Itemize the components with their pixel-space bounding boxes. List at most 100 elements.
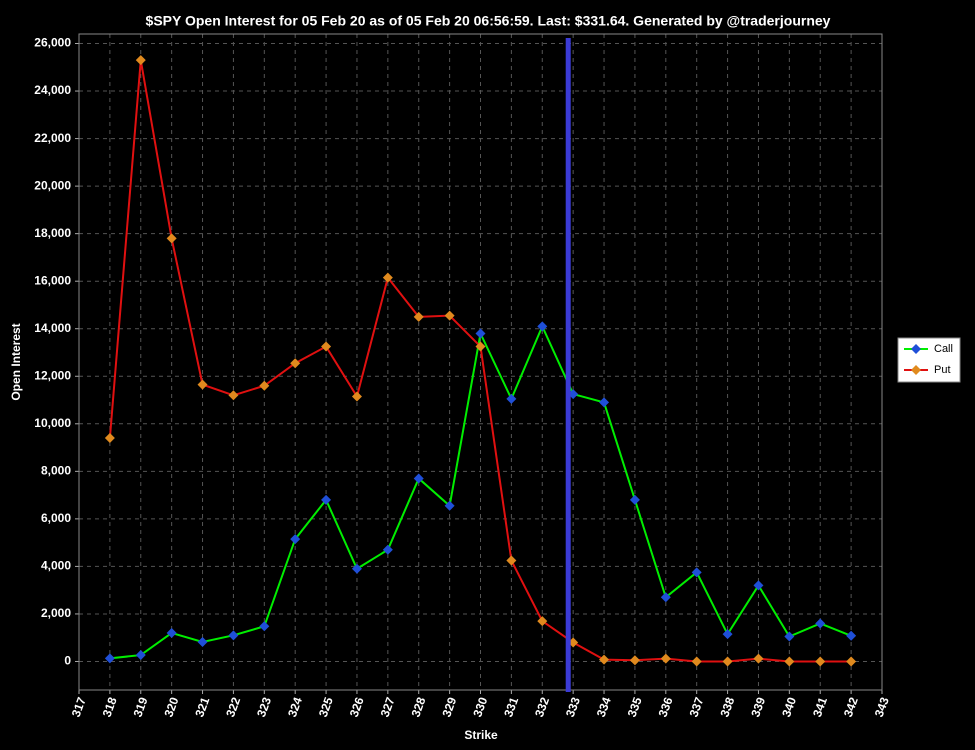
- data-point: [629, 494, 640, 505]
- data-point: [475, 328, 486, 339]
- y-tick-label: 12,000: [34, 368, 71, 382]
- data-point: [197, 636, 208, 647]
- data-point: [166, 627, 177, 638]
- x-tick-label: 343: [872, 695, 892, 719]
- plot-border: [78, 33, 883, 691]
- data-point: [290, 358, 301, 369]
- x-tick-label: 327: [378, 695, 398, 719]
- y-tick-label: 20,000: [34, 178, 71, 192]
- x-tick-label: 336: [656, 695, 676, 719]
- y-axis-label: Open Interest: [9, 323, 23, 400]
- y-tick-label: 24,000: [34, 83, 71, 97]
- data-point: [753, 580, 764, 591]
- data-point: [259, 380, 270, 391]
- data-point: [815, 618, 826, 629]
- x-tick-label: 338: [717, 695, 737, 719]
- x-tick-label: 325: [316, 695, 336, 719]
- x-tick-label: 334: [594, 695, 614, 719]
- x-tick-label: 321: [192, 695, 212, 719]
- data-point: [321, 341, 332, 352]
- x-tick-label: 326: [347, 695, 367, 719]
- data-point: [846, 656, 857, 667]
- data-point: [228, 390, 239, 401]
- data-point: [784, 631, 795, 642]
- x-tick-label: 337: [686, 695, 706, 719]
- data-point: [135, 650, 146, 661]
- x-tick-label: 335: [625, 695, 645, 719]
- x-tick-label: 318: [100, 695, 120, 719]
- data-point: [691, 656, 702, 667]
- data-point: [537, 321, 548, 332]
- x-tick-label: 322: [223, 695, 243, 719]
- x-tick-label: 340: [779, 695, 799, 719]
- y-tick-label: 16,000: [34, 273, 71, 287]
- data-point: [166, 233, 177, 244]
- legend-label: Put: [934, 364, 951, 376]
- data-point: [599, 397, 610, 408]
- data-point: [660, 592, 671, 603]
- x-tick-label: 342: [841, 695, 861, 719]
- x-tick-label: 328: [409, 695, 429, 719]
- x-tick-label: 341: [810, 695, 830, 719]
- x-tick-label: 323: [254, 695, 274, 719]
- data-point: [691, 567, 702, 578]
- data-point: [722, 629, 733, 640]
- chart-title: $SPY Open Interest for 05 Feb 20 as of 0…: [146, 13, 831, 29]
- data-point: [815, 656, 826, 667]
- data-point: [537, 616, 548, 627]
- data-point: [382, 544, 393, 555]
- y-tick-label: 2,000: [41, 606, 71, 620]
- legend-marker: [911, 344, 921, 354]
- x-tick-label: 317: [69, 695, 89, 719]
- y-tick-label: 8,000: [41, 464, 71, 478]
- y-tick-label: 4,000: [41, 559, 71, 573]
- x-tick-label: 320: [161, 695, 181, 719]
- x-tick-label: 333: [563, 695, 583, 719]
- data-point: [846, 630, 857, 641]
- y-tick-label: 0: [64, 654, 71, 668]
- data-point: [135, 55, 146, 66]
- data-point: [599, 654, 610, 665]
- y-tick-label: 26,000: [34, 36, 71, 50]
- data-point: [351, 563, 362, 574]
- x-tick-label: 324: [285, 695, 305, 719]
- legend-box: [897, 337, 961, 383]
- data-point: [228, 630, 239, 641]
- y-tick-label: 18,000: [34, 226, 71, 240]
- data-point: [104, 653, 115, 664]
- data-point: [629, 655, 640, 666]
- data-point: [506, 393, 517, 404]
- data-point: [290, 534, 301, 545]
- data-point: [259, 621, 270, 632]
- data-point: [784, 656, 795, 667]
- x-tick-label: 330: [470, 695, 490, 719]
- x-tick-label: 329: [439, 695, 459, 719]
- data-point: [444, 310, 455, 321]
- legend-label: Call: [934, 343, 953, 355]
- data-point: [197, 379, 208, 390]
- data-point: [104, 433, 115, 444]
- data-point: [475, 341, 486, 352]
- data-point: [722, 656, 733, 667]
- data-point: [660, 653, 671, 664]
- y-tick-label: 14,000: [34, 321, 71, 335]
- legend-marker: [911, 365, 921, 375]
- data-point: [382, 272, 393, 283]
- x-tick-label: 332: [532, 695, 552, 719]
- x-tick-label: 331: [501, 695, 521, 719]
- y-tick-label: 22,000: [34, 131, 71, 145]
- data-point: [413, 311, 424, 322]
- data-point: [506, 555, 517, 566]
- x-tick-label: 319: [131, 695, 151, 719]
- y-tick-label: 10,000: [34, 416, 71, 430]
- data-point: [351, 391, 362, 402]
- x-tick-label: 339: [748, 695, 768, 719]
- data-point: [444, 500, 455, 511]
- y-tick-label: 6,000: [41, 511, 71, 525]
- x-axis-label: Strike: [464, 728, 498, 742]
- data-point: [413, 473, 424, 484]
- data-point: [321, 494, 332, 505]
